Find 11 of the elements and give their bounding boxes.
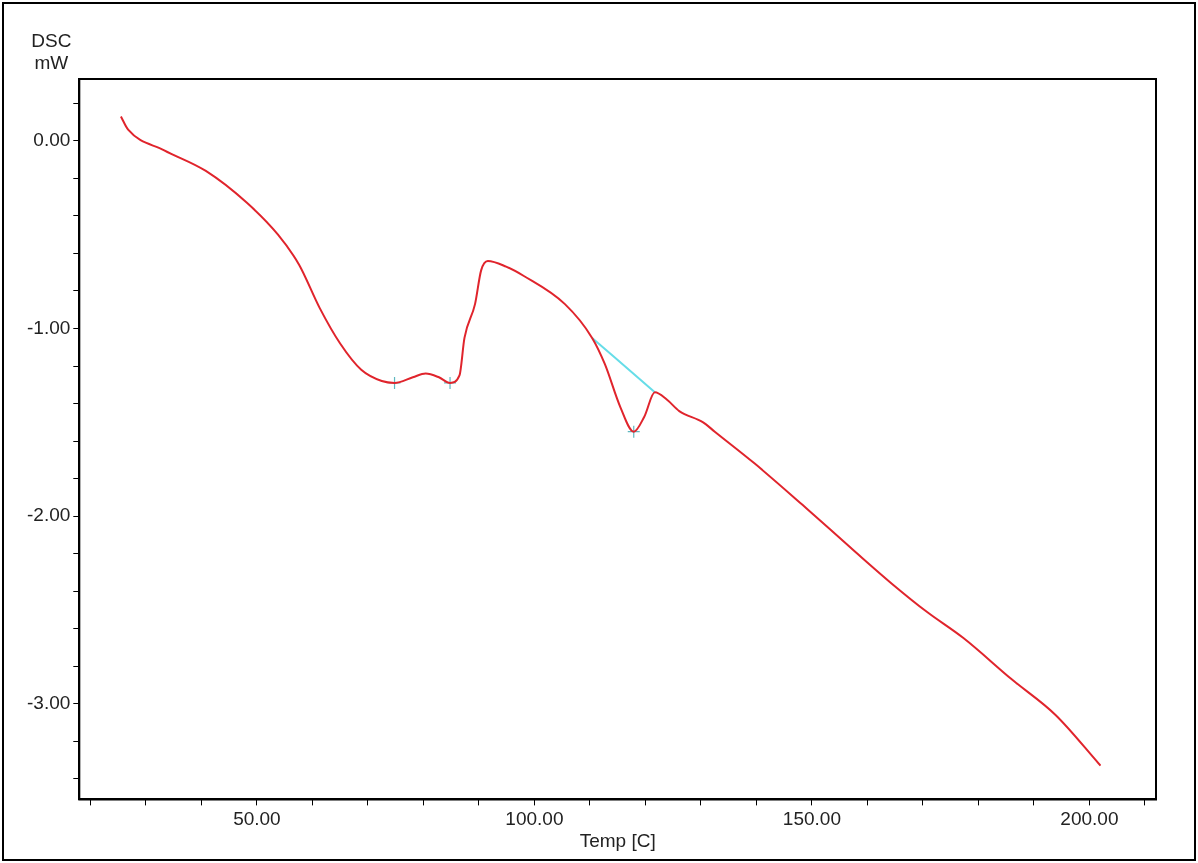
- y-tick-label: -1.00: [26, 316, 71, 338]
- y-tick-label: -2.00: [26, 504, 71, 526]
- x-tick-label: 150.00: [782, 808, 841, 830]
- y-axis-title: DSC mW: [31, 29, 72, 73]
- x-tick-label: 50.00: [233, 808, 281, 830]
- x-axis-title: Temp [C]: [579, 829, 656, 851]
- x-tick-label: 100.00: [505, 808, 564, 830]
- y-tick-label: 0.00: [33, 129, 71, 151]
- y-tick-label: -3.00: [26, 691, 71, 713]
- line-series: [119, 115, 1102, 767]
- x-tick-label: 200.00: [1060, 808, 1119, 830]
